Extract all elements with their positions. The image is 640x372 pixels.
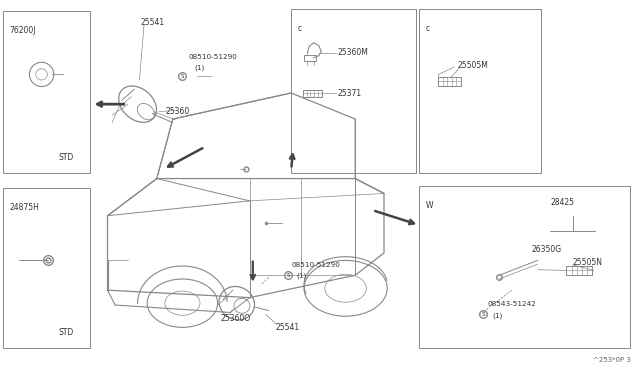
Text: 25360: 25360 <box>165 107 189 116</box>
Text: (1): (1) <box>194 64 204 71</box>
Text: (1): (1) <box>296 273 307 279</box>
Text: 25505N: 25505N <box>573 258 603 267</box>
Bar <box>291 9 416 173</box>
Text: (1): (1) <box>493 312 503 319</box>
Text: 08510-51290: 08510-51290 <box>189 54 237 60</box>
Text: 24875H: 24875H <box>10 203 40 212</box>
Text: 25541: 25541 <box>275 323 300 332</box>
Bar <box>419 9 541 173</box>
Bar <box>3 11 90 173</box>
Bar <box>438 77 461 86</box>
Text: 28425: 28425 <box>550 198 575 207</box>
Bar <box>566 266 592 275</box>
Text: W: W <box>426 201 433 210</box>
Text: 76200J: 76200J <box>10 26 36 35</box>
Text: 25541: 25541 <box>141 18 165 27</box>
Text: 08543-51242: 08543-51242 <box>488 301 536 307</box>
Text: 25360M: 25360M <box>338 48 369 57</box>
Text: 08510-51290: 08510-51290 <box>291 262 340 268</box>
Text: 25371: 25371 <box>338 89 362 97</box>
Text: c: c <box>298 24 301 33</box>
Text: 25360O: 25360O <box>221 314 251 323</box>
Text: c: c <box>426 24 429 33</box>
Text: ^253*0P 3: ^253*0P 3 <box>593 357 630 363</box>
Text: S: S <box>286 273 290 278</box>
Bar <box>304 55 316 61</box>
Bar <box>419 186 630 348</box>
Text: 26350G: 26350G <box>531 245 561 254</box>
Text: 25505M: 25505M <box>458 61 488 70</box>
Text: STD: STD <box>58 328 74 337</box>
Bar <box>3 188 90 348</box>
Text: S: S <box>481 312 485 317</box>
Text: STD: STD <box>58 153 74 162</box>
Bar <box>303 90 322 97</box>
Text: S: S <box>180 74 184 79</box>
